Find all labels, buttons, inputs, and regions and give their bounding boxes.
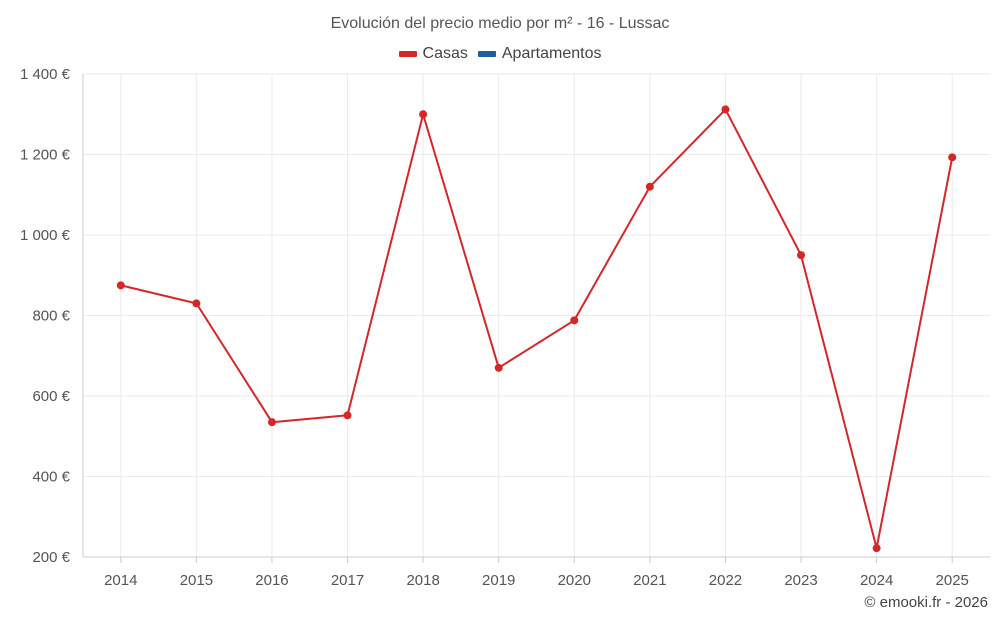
chart-title: Evolución del precio medio por m² - 16 -… bbox=[330, 15, 670, 32]
data-point-casas-2025[interactable] bbox=[948, 153, 957, 162]
y-tick-label: 1 200 € bbox=[20, 147, 71, 164]
data-point-casas-2016[interactable] bbox=[267, 418, 276, 427]
x-tick-label: 2024 bbox=[860, 572, 893, 589]
y-tick-label: 1 000 € bbox=[20, 227, 71, 244]
data-point-casas-2019[interactable] bbox=[494, 363, 503, 372]
y-tick-label: 800 € bbox=[32, 308, 70, 325]
x-tick-label: 2017 bbox=[331, 572, 364, 589]
data-point-casas-2023[interactable] bbox=[797, 251, 806, 260]
y-tick-label: 1 400 € bbox=[20, 66, 71, 83]
x-tick-label: 2023 bbox=[784, 572, 817, 589]
legend-item-apartamentos[interactable]: Apartamentos bbox=[477, 45, 602, 63]
data-point-casas-2020[interactable] bbox=[570, 316, 579, 325]
data-point-casas-2015[interactable] bbox=[192, 299, 201, 308]
data-points bbox=[116, 105, 957, 553]
data-point-casas-2024[interactable] bbox=[872, 544, 881, 553]
data-point-casas-2014[interactable] bbox=[116, 281, 125, 290]
x-tick-label: 2015 bbox=[180, 572, 213, 589]
data-point-casas-2021[interactable] bbox=[645, 182, 654, 191]
y-tick-label: 200 € bbox=[32, 549, 70, 566]
series-line-casas bbox=[120, 108, 954, 550]
x-tick-label: 2014 bbox=[104, 572, 137, 589]
x-tick-label: 2020 bbox=[558, 572, 591, 589]
x-tick-label: 2021 bbox=[633, 572, 666, 589]
grid-lines bbox=[83, 73, 990, 558]
x-tick-label: 2016 bbox=[255, 572, 288, 589]
data-point-casas-2022[interactable] bbox=[721, 105, 730, 114]
legend-label-apartamentos: Apartamentos bbox=[501, 45, 602, 62]
data-point-casas-2018[interactable] bbox=[419, 110, 428, 119]
y-tick-label: 400 € bbox=[32, 469, 70, 486]
legend-label-casas: Casas bbox=[422, 45, 468, 62]
data-point-casas-2017[interactable] bbox=[343, 411, 352, 420]
axes bbox=[82, 74, 990, 563]
legend-item-casas[interactable]: Casas bbox=[398, 45, 468, 63]
series-lines bbox=[120, 108, 954, 550]
y-tick-label: 600 € bbox=[32, 388, 70, 405]
x-tick-label: 2019 bbox=[482, 572, 515, 589]
legend-swatch-casas bbox=[398, 51, 417, 57]
chart-legend: Casas Apartamentos bbox=[0, 45, 1000, 63]
x-tick-label: 2025 bbox=[936, 572, 969, 589]
x-tick-label: 2018 bbox=[406, 572, 439, 589]
y-axis-ticks: 1 400 € 1 200 € 1 000 € 800 € 600 € 400 € 200 … bbox=[20, 66, 71, 566]
legend-swatch-apartamentos bbox=[477, 51, 496, 57]
credit-text: © emooki.fr - 2026 bbox=[864, 594, 988, 611]
x-axis-ticks: 2014 2015 2016 2017 2018 2019 2020 2021 2022 2023… bbox=[104, 572, 969, 589]
x-tick-label: 2022 bbox=[709, 572, 742, 589]
